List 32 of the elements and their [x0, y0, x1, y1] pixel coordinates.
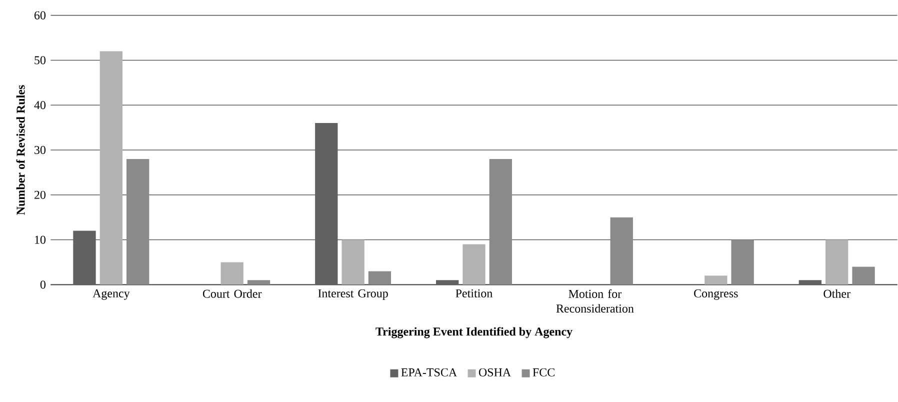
bar	[220, 262, 244, 285]
bar	[489, 158, 512, 285]
legend-label: EPA-TSCA	[401, 368, 458, 376]
x-axis-title: Triggering Event Identified by Agency	[376, 327, 572, 338]
bar	[368, 271, 392, 285]
bar	[126, 158, 150, 285]
x-tick-label: Interest Group	[318, 289, 388, 300]
y-tick-label: 50	[34, 56, 46, 64]
bar	[610, 217, 633, 285]
y-tick-label: 20	[34, 190, 46, 199]
y-tick-label: 10	[35, 236, 46, 244]
x-tick-label: Petition	[456, 289, 492, 298]
bar	[852, 266, 875, 285]
bar	[731, 240, 754, 285]
bar	[247, 280, 270, 285]
bar	[342, 240, 364, 285]
y-tick-label: 0	[40, 280, 46, 289]
bar	[704, 276, 728, 285]
legend-label: FCC	[532, 368, 554, 376]
y-tick-label: 40	[34, 101, 46, 110]
y-tick-label: 30	[34, 146, 46, 154]
legend-label: OSHA	[478, 368, 512, 376]
bar	[826, 240, 848, 285]
x-tick-label: Court Order	[202, 289, 262, 298]
bar	[100, 51, 122, 285]
x-tick-label: Agency	[92, 289, 130, 300]
bar	[462, 244, 486, 285]
y-tick-label: 60	[34, 11, 46, 20]
y-axis-title: Number of Revised Rules	[16, 85, 25, 215]
x-tick-label: Motion for Reconsideration	[556, 289, 634, 313]
x-tick-label: Congress	[694, 289, 738, 300]
x-tick-label: Other	[824, 289, 850, 298]
